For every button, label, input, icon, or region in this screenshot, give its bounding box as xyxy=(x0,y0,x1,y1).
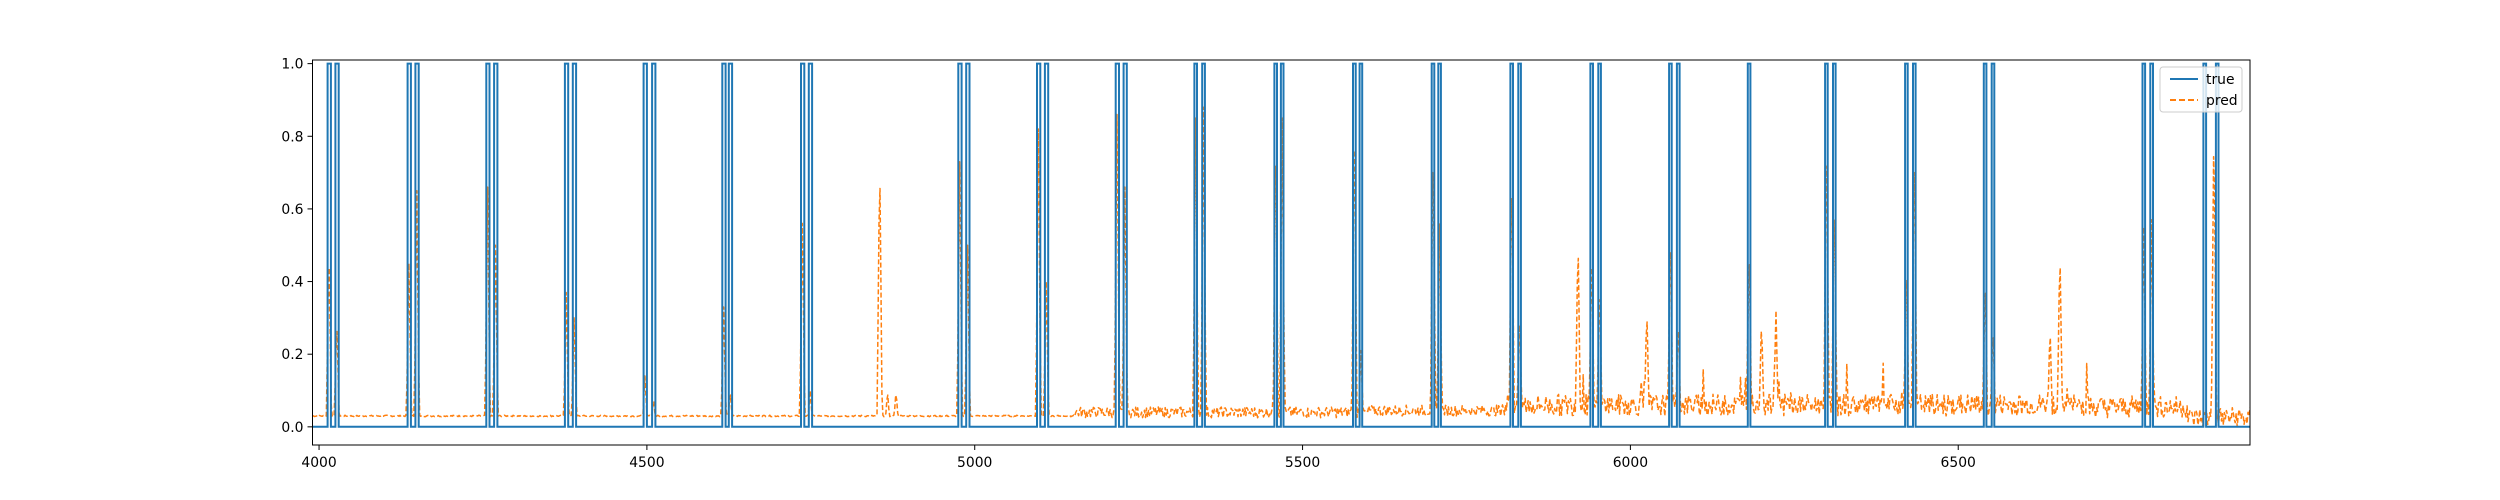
y-tick-label: 0.8 xyxy=(281,129,303,145)
x-tick-label: 6500 xyxy=(1941,455,1976,471)
legend: true pred xyxy=(2159,66,2243,113)
axes-frame xyxy=(312,59,2251,446)
x-tick-label: 5500 xyxy=(1285,455,1320,471)
y-axis: 0.0 0.2 0.4 0.6 0.8 1.0 xyxy=(281,57,313,436)
x-tick-label: 6000 xyxy=(1613,455,1648,471)
legend-label-pred: pred xyxy=(2206,93,2238,109)
x-tick-label: 5000 xyxy=(957,455,992,471)
y-tick-label: 1.0 xyxy=(281,57,303,73)
y-tick-label: 0.2 xyxy=(281,347,303,363)
series-layer xyxy=(312,62,2250,428)
y-tick-label: 0.0 xyxy=(281,420,303,436)
y-tick-label: 0.4 xyxy=(281,275,303,291)
legend-label-true: true xyxy=(2206,72,2235,88)
y-tick-label: 0.6 xyxy=(281,202,303,218)
x-axis: 4000 4500 5000 5500 6000 6500 xyxy=(301,445,1976,471)
x-tick-label: 4000 xyxy=(301,455,336,471)
series-true-line xyxy=(312,62,2250,428)
x-tick-label: 4500 xyxy=(629,455,664,471)
